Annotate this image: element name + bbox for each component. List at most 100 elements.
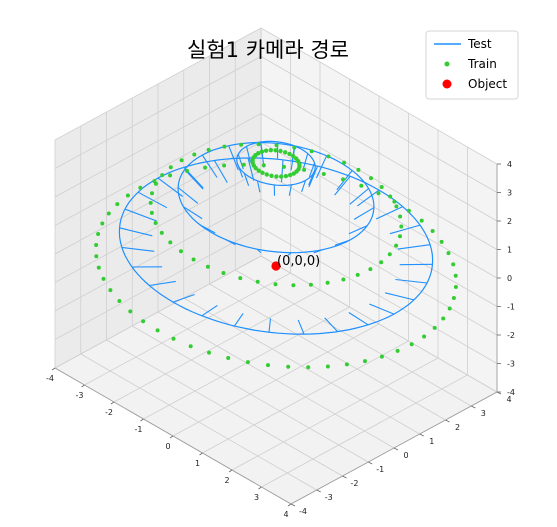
y-tick-label: -2 — [351, 479, 359, 488]
test-pose-arrow — [353, 207, 375, 220]
train-point — [207, 350, 211, 355]
test-pose-arrow — [348, 225, 368, 235]
train-point — [392, 199, 397, 204]
train-point — [344, 362, 349, 367]
train-point — [263, 148, 269, 153]
grid-line — [235, 269, 472, 407]
grid-line — [54, 56, 262, 169]
y-tick-label: 4 — [506, 395, 511, 404]
test-pose-arrow — [297, 319, 305, 335]
train-point — [274, 174, 279, 179]
object-annotation: (0,0,0) — [277, 254, 320, 269]
test-pose-arrow — [324, 317, 339, 332]
test-pose-arrow — [268, 318, 272, 333]
grid-line — [209, 283, 446, 421]
legend: Test Train Object — [425, 30, 519, 100]
x-tick-mark — [81, 384, 85, 388]
grid-line — [202, 340, 409, 454]
train-point — [168, 240, 173, 245]
train-point — [94, 254, 99, 259]
legend-label-train: Train — [467, 57, 497, 71]
train-point — [321, 172, 326, 176]
y-tick-label: -4 — [299, 507, 307, 516]
x-tick-label: -4 — [46, 374, 54, 383]
train-point — [222, 163, 227, 168]
test-pose-arrow — [228, 145, 239, 171]
test-pose-arrow — [395, 278, 428, 284]
train-point — [253, 166, 258, 171]
test-pose-arrow — [213, 160, 228, 183]
x-tick-label: -2 — [105, 408, 113, 417]
test-path-ring — [177, 141, 375, 254]
train-point — [441, 316, 446, 321]
test-pose-arrow — [201, 304, 218, 317]
train-point — [128, 309, 133, 314]
test-pose-arrow — [301, 180, 307, 193]
train-point — [387, 252, 392, 257]
train-point — [341, 177, 345, 182]
train-point — [185, 168, 189, 173]
train-point — [259, 149, 265, 154]
legend-swatch-train — [444, 61, 450, 67]
train-point — [115, 202, 120, 207]
train-point — [138, 185, 143, 190]
test-pose-arrow — [349, 188, 369, 205]
x-tick-label: 4 — [283, 510, 288, 519]
x-tick-label: -1 — [135, 425, 143, 434]
train-point — [269, 173, 274, 178]
test-pose-arrow — [375, 206, 403, 220]
grid-line — [260, 255, 498, 393]
grid-line — [54, 141, 262, 255]
grid-line — [260, 84, 498, 222]
test-pose-arrow — [119, 227, 153, 237]
y-tick-mark — [419, 433, 424, 437]
y-tick-mark — [290, 503, 296, 507]
x-tick-label: -3 — [76, 391, 84, 400]
legend-label-object: Object — [468, 77, 507, 91]
train-point — [302, 167, 307, 172]
train-point — [256, 142, 261, 147]
train-point — [159, 230, 164, 235]
train-point — [101, 276, 106, 281]
train-point — [326, 154, 331, 159]
z-tick-label: 1 — [507, 246, 512, 255]
test-pose-arrow — [183, 206, 203, 220]
train-point — [287, 151, 292, 157]
train-point — [264, 172, 269, 177]
z-tick-label: -3 — [507, 360, 515, 369]
y-tick-mark — [342, 475, 347, 479]
train-point — [168, 173, 173, 178]
train-point — [179, 158, 184, 163]
z-tick-label: -4 — [507, 388, 515, 397]
x-tick-mark — [287, 503, 292, 507]
y-tick-mark — [393, 447, 399, 451]
y-tick-label: -3 — [325, 493, 333, 502]
train-point — [206, 147, 211, 152]
train-point — [203, 165, 208, 170]
test-pose-arrow — [357, 189, 380, 207]
train-point — [283, 150, 288, 155]
train-point — [268, 148, 273, 153]
train-point — [241, 162, 246, 167]
y-tick-label: -1 — [376, 465, 384, 474]
train-point — [192, 152, 197, 157]
y-tick-label: 0 — [403, 451, 408, 460]
train-point — [432, 325, 437, 330]
train-point — [221, 271, 226, 275]
train-point — [283, 173, 289, 179]
test-pose-arrow — [172, 293, 195, 303]
test-pose-arrow — [245, 146, 251, 163]
x-tick-mark — [258, 486, 262, 490]
train-point — [205, 264, 210, 269]
test-pose-arrow — [137, 191, 168, 209]
train-point — [306, 365, 311, 370]
test-pose-arrow — [315, 155, 328, 179]
train-point — [453, 285, 458, 289]
z-tick-label: 4 — [507, 160, 512, 169]
train-point — [368, 267, 373, 272]
test-pose-arrow — [397, 244, 431, 250]
y-tick-mark — [471, 405, 476, 409]
train-point — [179, 249, 183, 254]
train-point — [453, 273, 458, 278]
train-point — [294, 156, 299, 161]
